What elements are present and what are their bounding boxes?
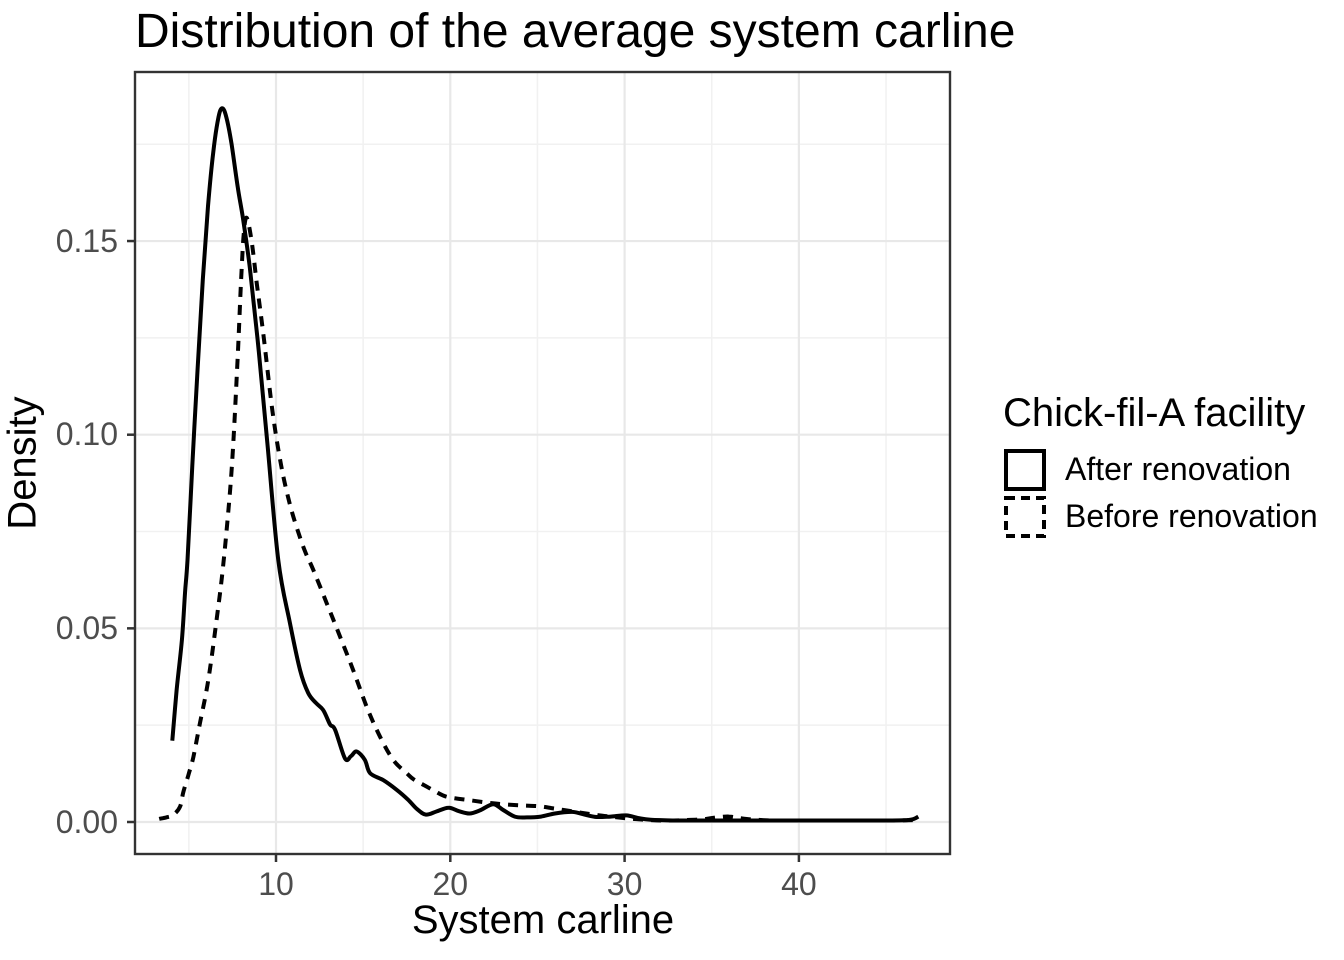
y-tick-label: 0.10: [55, 416, 118, 453]
x-axis-title: System carline: [411, 898, 675, 942]
axis-tick-marks: [127, 239, 801, 862]
legend-label: Before renovation: [1065, 498, 1318, 534]
y-tick-label: 0.00: [55, 803, 118, 840]
grid-major-lines: [135, 72, 950, 854]
y-tick-label: 0.05: [55, 609, 118, 646]
legend: Chick-fil-A facility After renovation Be…: [1003, 390, 1343, 540]
y-tick-label: 0.15: [55, 222, 118, 259]
legend-entry-before-renovation: Before renovation: [1003, 493, 1343, 540]
legend-label: After renovation: [1065, 451, 1291, 487]
legend-entry-after-renovation: After renovation: [1003, 446, 1343, 493]
panel-border: [133, 70, 952, 856]
dashed-line-key-icon: [1004, 495, 1046, 538]
x-tick-label: 30: [606, 866, 643, 902]
panel-background: [135, 72, 950, 854]
grid-minor-lines: [135, 72, 950, 854]
x-tick-label: 10: [258, 866, 294, 902]
density-curves: [158, 106, 920, 823]
legend-title: Chick-fil-A facility: [1003, 391, 1306, 435]
plot-title: Distribution of the average system carli…: [135, 5, 1016, 58]
before-renovation-curve: [158, 215, 914, 823]
x-tick-label: 40: [781, 866, 817, 902]
x-tick-label: 20: [432, 866, 469, 902]
solid-line-key-icon: [1004, 448, 1046, 491]
